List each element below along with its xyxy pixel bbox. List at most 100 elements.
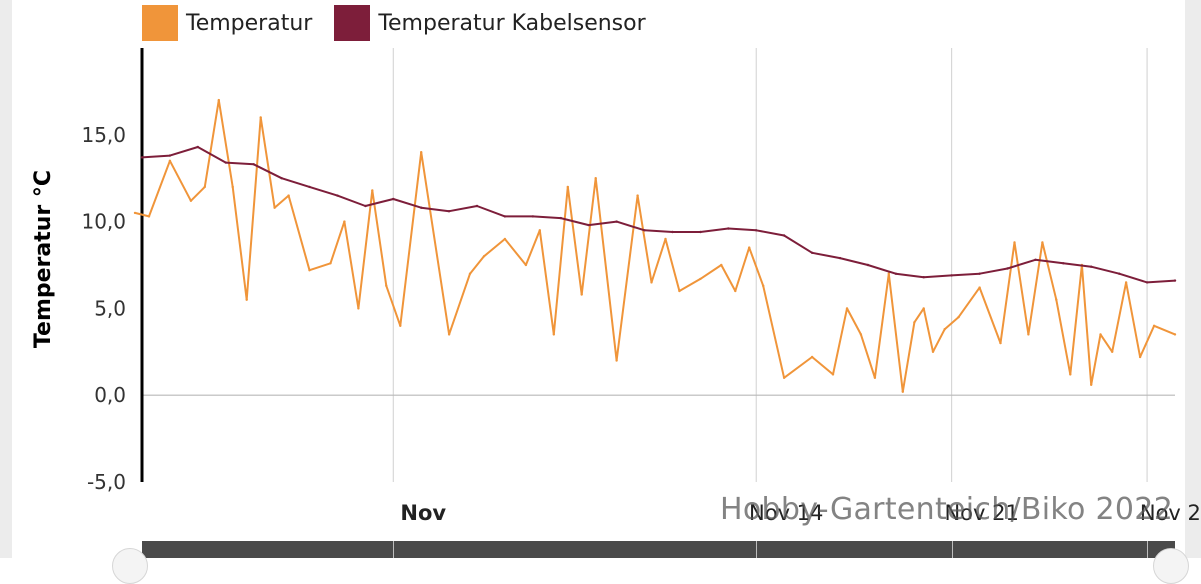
legend-label-temperatur: Temperatur — [186, 10, 313, 36]
page-left-edge — [0, 0, 12, 558]
series-0-point-60 — [1090, 383, 1093, 386]
series-1-point-28 — [922, 276, 925, 279]
series-1-point-34 — [1090, 265, 1093, 268]
series-1-point-17 — [615, 220, 618, 223]
series-0-point-56 — [1041, 241, 1044, 244]
series-0-point-3 — [189, 199, 193, 202]
series-1-point-37 — [1173, 279, 1177, 282]
series-0-point-19 — [447, 333, 451, 336]
series-1-point-35 — [1118, 272, 1121, 275]
series-0-point-33 — [678, 289, 681, 293]
series-1-point-15 — [559, 216, 562, 220]
series-0-point-38 — [762, 284, 765, 287]
series-1-point-22 — [755, 229, 758, 232]
series-0-point-61 — [1099, 333, 1102, 336]
series-0-point-43 — [859, 333, 863, 336]
series-1-point-10 — [420, 206, 423, 209]
series-0-point-52 — [978, 286, 981, 289]
series-0-point-45 — [887, 272, 890, 275]
series-line-1 — [141, 146, 1176, 284]
series-0-point-21 — [482, 255, 486, 258]
navigator-handle-right[interactable] — [1153, 548, 1189, 584]
watermark-text: Hobby-Gartenteich/Biko 2022 — [720, 492, 1174, 527]
series-0-point-5 — [217, 98, 220, 102]
series-1-point-33 — [1062, 262, 1065, 265]
series-0-point-42 — [845, 307, 849, 310]
series-0-point-0 — [133, 211, 137, 215]
series-1-point-23 — [782, 234, 786, 237]
series-0-point-32 — [664, 237, 667, 241]
series-0-point-13 — [343, 220, 346, 223]
series-1-point-30 — [978, 272, 981, 275]
series-0-point-55 — [1027, 333, 1030, 336]
series-1-point-11 — [447, 210, 451, 213]
series-0-point-24 — [538, 229, 541, 232]
series-0-point-2 — [168, 159, 172, 162]
series-1-point-16 — [587, 223, 590, 227]
line-chart: -5,0 0,0 5,0 10,0 15,0 Nov Nov 14 Nov 21 Nov 28 T… — [31, 48, 1201, 525]
series-1-point-12 — [475, 204, 479, 208]
series-0-point-36 — [734, 289, 737, 293]
y-tick-label-3: 10,0 — [81, 210, 126, 234]
series-1-point-0 — [140, 156, 144, 159]
series-1-point-25 — [838, 256, 842, 260]
series-0-point-65 — [1152, 324, 1156, 327]
series-1-point-29 — [950, 274, 953, 277]
series-0-point-20 — [468, 272, 472, 275]
series-0-point-26 — [566, 185, 569, 189]
series-1-point-24 — [810, 251, 814, 254]
series-0-point-27 — [580, 293, 583, 296]
series-1-point-27 — [894, 272, 897, 275]
series-0-point-35 — [720, 263, 723, 267]
legend-swatch-temperatur — [142, 5, 178, 41]
navigator-tick-1 — [756, 541, 758, 558]
series-1-point-31 — [1006, 267, 1009, 270]
series-0-point-44 — [873, 376, 877, 379]
series-0-point-14 — [357, 307, 360, 310]
chart-legend: Temperatur Temperatur Kabelsensor — [142, 5, 668, 41]
series-0-point-63 — [1124, 281, 1128, 284]
series-0-point-31 — [650, 281, 653, 284]
series-0-point-58 — [1069, 373, 1072, 376]
series-0-point-15 — [371, 189, 374, 192]
series-0-point-66 — [1173, 333, 1177, 336]
legend-item-temperatur[interactable]: Temperatur — [142, 5, 312, 41]
series-0-point-53 — [999, 341, 1002, 345]
series-1-point-9 — [392, 197, 395, 201]
series-0-point-64 — [1138, 355, 1142, 359]
x-tick-label-0: Nov — [400, 501, 446, 525]
series-1-point-4 — [252, 163, 255, 166]
range-navigator-bar[interactable] — [142, 541, 1175, 558]
navigator-tick-0 — [393, 541, 395, 558]
series-1-point-3 — [224, 161, 227, 164]
series-0-point-49 — [931, 350, 935, 353]
legend-swatch-kabelsensor — [334, 5, 371, 41]
series-1-point-20 — [699, 230, 702, 234]
series-0-point-62 — [1111, 350, 1114, 353]
series-0-point-16 — [385, 284, 388, 287]
series-0-point-41 — [831, 373, 835, 376]
y-axis-title: Temperatur °C — [31, 170, 56, 348]
series-line-0 — [134, 99, 1176, 393]
series-0-point-17 — [399, 324, 402, 327]
legend-label-kabelsensor: Temperatur Kabelsensor — [378, 10, 646, 36]
series-0-point-51 — [957, 315, 960, 319]
series-1-point-32 — [1034, 258, 1037, 261]
series-0-point-40 — [810, 355, 814, 359]
series-1-point-6 — [308, 185, 311, 189]
series-0-point-10 — [287, 194, 290, 197]
series-0-point-57 — [1055, 298, 1058, 301]
series-0-point-18 — [420, 151, 423, 154]
series-1-point-21 — [727, 227, 730, 230]
series-0-point-46 — [901, 390, 904, 393]
y-tick-label-0: -5,0 — [87, 470, 126, 494]
series-1-point-18 — [643, 229, 646, 232]
x-tick-label-1: Nov 14 — [749, 501, 823, 525]
series-0-point-47 — [913, 321, 916, 324]
legend-item-kabelsensor[interactable]: Temperatur Kabelsensor — [334, 5, 646, 41]
series-0-point-50 — [943, 328, 946, 331]
series-0-point-9 — [273, 206, 276, 209]
series-1-point-13 — [503, 215, 507, 218]
y-tick-label-2: 5,0 — [94, 296, 126, 320]
navigator-handle-left[interactable] — [112, 548, 148, 584]
